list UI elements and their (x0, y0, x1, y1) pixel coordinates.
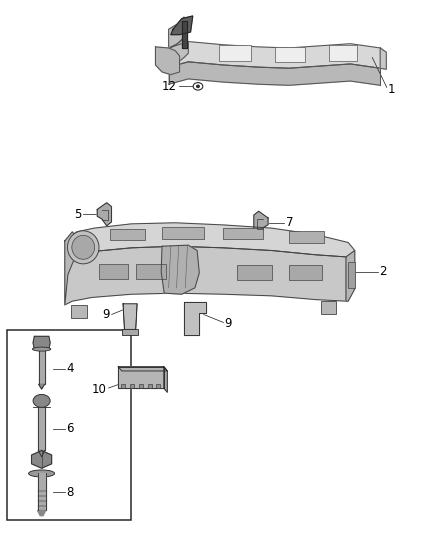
Bar (136, 264, 166, 279)
Text: 4: 4 (67, 362, 74, 375)
Polygon shape (164, 367, 167, 392)
Polygon shape (169, 62, 380, 85)
Bar (348, 262, 355, 288)
Bar (223, 228, 263, 239)
Bar (99, 264, 128, 279)
Polygon shape (169, 17, 188, 67)
Polygon shape (254, 211, 268, 235)
Polygon shape (169, 42, 380, 68)
Polygon shape (65, 232, 77, 305)
Polygon shape (38, 407, 45, 450)
Ellipse shape (197, 85, 199, 87)
Polygon shape (65, 223, 355, 259)
Text: 9: 9 (102, 308, 110, 321)
Text: 5: 5 (74, 208, 81, 221)
Polygon shape (97, 203, 111, 226)
Bar (71, 305, 87, 318)
Bar (237, 265, 272, 280)
Text: 1: 1 (388, 83, 396, 95)
Bar (156, 384, 160, 388)
Bar (219, 45, 251, 61)
Bar (148, 384, 152, 388)
Bar (130, 384, 134, 388)
Polygon shape (118, 367, 164, 388)
Bar (122, 328, 138, 335)
Ellipse shape (33, 394, 50, 407)
Ellipse shape (67, 231, 99, 264)
Polygon shape (118, 367, 167, 371)
Polygon shape (39, 384, 45, 389)
Bar (328, 45, 357, 61)
Bar (275, 47, 305, 62)
Text: 7: 7 (286, 216, 293, 229)
Bar (289, 231, 324, 243)
Text: 10: 10 (92, 383, 106, 395)
Text: 6: 6 (67, 422, 74, 435)
Bar (121, 384, 125, 388)
Ellipse shape (72, 235, 95, 259)
Polygon shape (38, 511, 46, 516)
Bar (139, 384, 143, 388)
Bar (110, 229, 145, 240)
Polygon shape (38, 473, 46, 511)
Text: 2: 2 (379, 265, 386, 278)
Polygon shape (39, 349, 45, 384)
Polygon shape (380, 48, 386, 69)
Text: 12: 12 (162, 80, 177, 93)
Polygon shape (123, 304, 137, 329)
Bar (7, 330, 131, 520)
Bar (321, 301, 336, 314)
Text: 9: 9 (225, 317, 232, 330)
Ellipse shape (32, 347, 51, 351)
Polygon shape (346, 251, 355, 301)
Ellipse shape (193, 83, 203, 90)
Bar (162, 227, 204, 239)
Polygon shape (155, 47, 180, 75)
Polygon shape (184, 302, 206, 335)
Polygon shape (161, 245, 199, 294)
Polygon shape (182, 21, 187, 48)
Text: 8: 8 (67, 486, 74, 499)
Polygon shape (65, 246, 346, 305)
Bar (289, 265, 322, 280)
Ellipse shape (28, 470, 55, 477)
Polygon shape (171, 16, 193, 35)
Polygon shape (38, 450, 45, 457)
Polygon shape (33, 336, 50, 349)
Polygon shape (32, 450, 52, 468)
